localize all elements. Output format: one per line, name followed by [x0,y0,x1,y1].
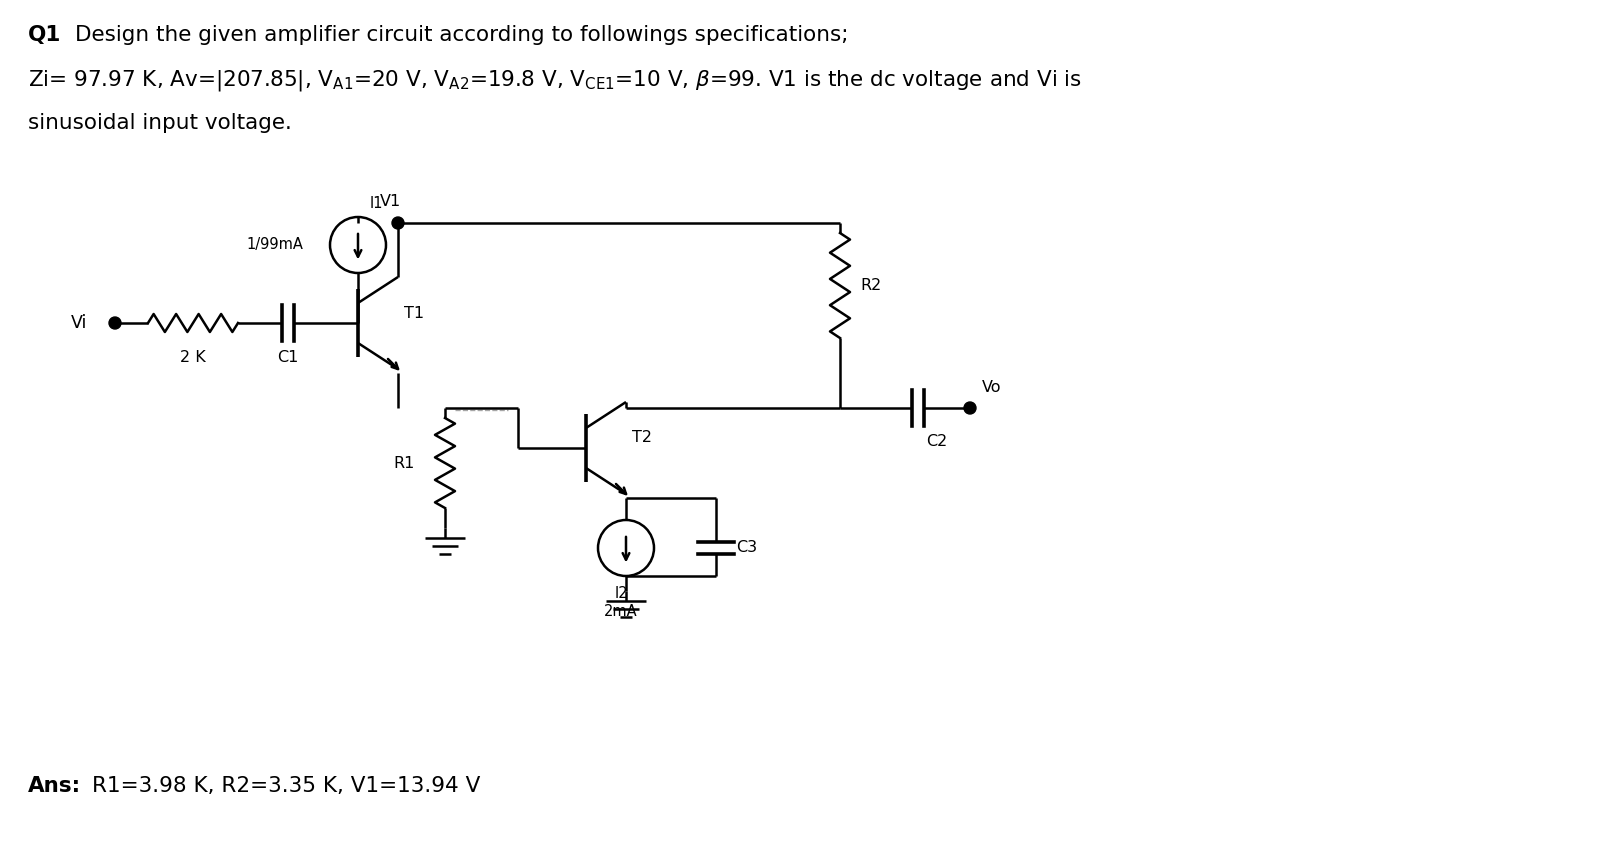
Text: V1: V1 [379,193,400,209]
Text: Ans:: Ans: [29,776,82,796]
Text: Zi= 97.97 K, Av=|207.85|, V$_{\mathregular{A1}}$=20 V, V$_{\mathregular{A2}}$=19: Zi= 97.97 K, Av=|207.85|, V$_{\mathregul… [29,68,1082,93]
Text: R2: R2 [861,278,882,293]
Text: Vi: Vi [70,314,86,332]
Text: R1=3.98 K, R2=3.35 K, V1=13.94 V: R1=3.98 K, R2=3.35 K, V1=13.94 V [93,776,480,796]
Text: Q1: Q1 [29,25,61,45]
Text: sinusoidal input voltage.: sinusoidal input voltage. [29,113,291,133]
Text: I1: I1 [370,196,384,211]
Text: 2mA: 2mA [605,604,638,620]
Text: 1/99mA: 1/99mA [246,237,302,253]
Text: R1: R1 [394,456,414,470]
Text: I2: I2 [614,587,627,602]
Text: T2: T2 [632,431,653,445]
Circle shape [109,317,122,329]
Circle shape [392,217,403,229]
Text: C3: C3 [736,540,757,556]
Text: 2 K: 2 K [181,350,206,364]
Text: C1: C1 [277,350,299,364]
Text: T1: T1 [403,306,424,320]
Text: Design the given amplifier circuit according to followings specifications;: Design the given amplifier circuit accor… [75,25,848,45]
Circle shape [963,402,976,414]
Text: Vo: Vo [982,381,1002,395]
Text: C2: C2 [926,434,947,450]
